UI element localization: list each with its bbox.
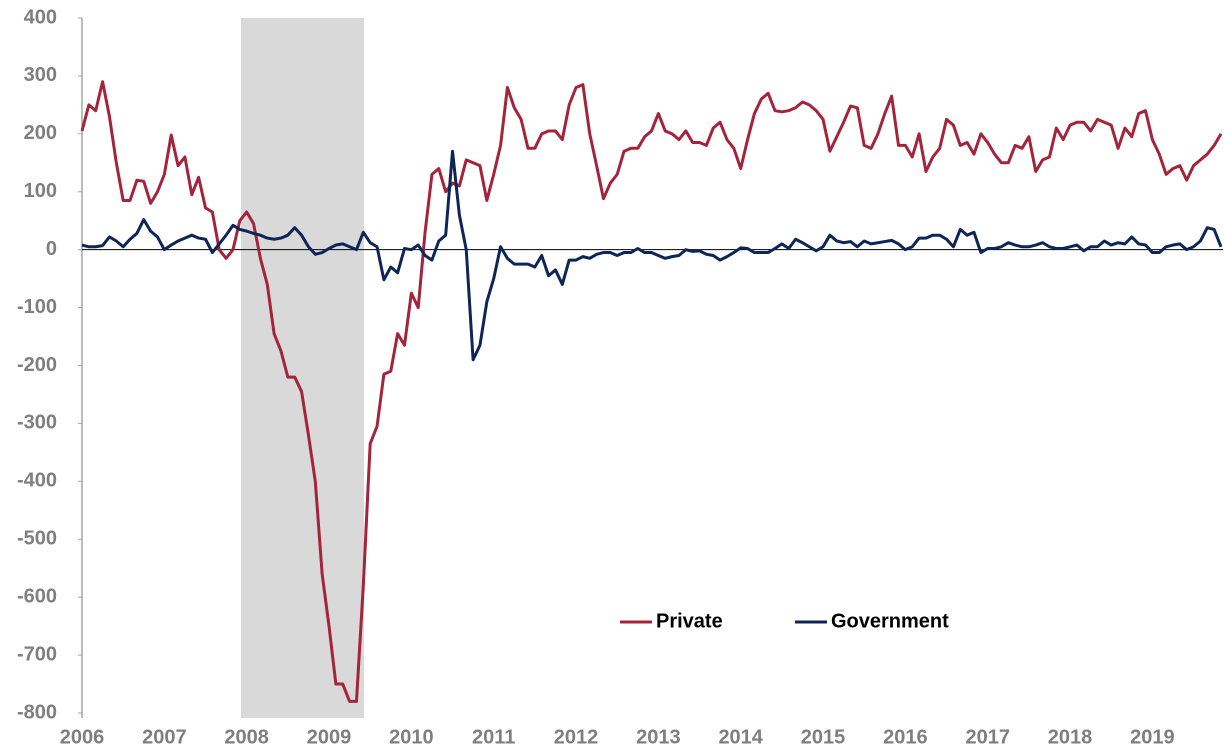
y-tick-label: -700: [17, 643, 57, 665]
x-tick-label: 2014: [718, 726, 763, 748]
x-tick-label: 2007: [142, 726, 187, 748]
x-tick-label: 2019: [1130, 726, 1175, 748]
y-tick-label: 0: [46, 238, 57, 260]
y-tick-label: -100: [17, 296, 57, 318]
y-tick-label: 400: [24, 6, 57, 28]
x-tick-label: 2012: [554, 726, 599, 748]
y-tick-label: -400: [17, 470, 57, 492]
line-series: [81, 149, 1223, 362]
y-tick-label: 200: [24, 122, 57, 144]
y-tick-label: -200: [17, 354, 57, 376]
x-tick-label: 2009: [307, 726, 352, 748]
x-tick-label: 2006: [60, 726, 105, 748]
y-tick-label: 300: [24, 64, 57, 86]
x-tick-label: 2018: [1048, 726, 1093, 748]
x-tick-label: 2017: [965, 726, 1010, 748]
recession-shade: [241, 18, 364, 718]
x-tick-label: 2011: [472, 726, 515, 748]
y-tick-label: 100: [24, 180, 57, 202]
line-series: [80, 80, 1223, 703]
x-tick-label: 2016: [883, 726, 928, 748]
x-tick-label: 2010: [389, 726, 434, 748]
x-tick-label: 2015: [801, 726, 846, 748]
y-tick-label: -600: [17, 585, 57, 607]
y-tick-label: -800: [17, 701, 57, 723]
x-tick-label: 2013: [636, 726, 681, 748]
y-tick-label: -500: [17, 528, 57, 550]
legend-label: Government: [831, 610, 949, 632]
y-tick-label: -300: [17, 412, 57, 434]
x-tick-label: 2008: [224, 726, 269, 748]
legend-label: Private: [656, 610, 723, 632]
